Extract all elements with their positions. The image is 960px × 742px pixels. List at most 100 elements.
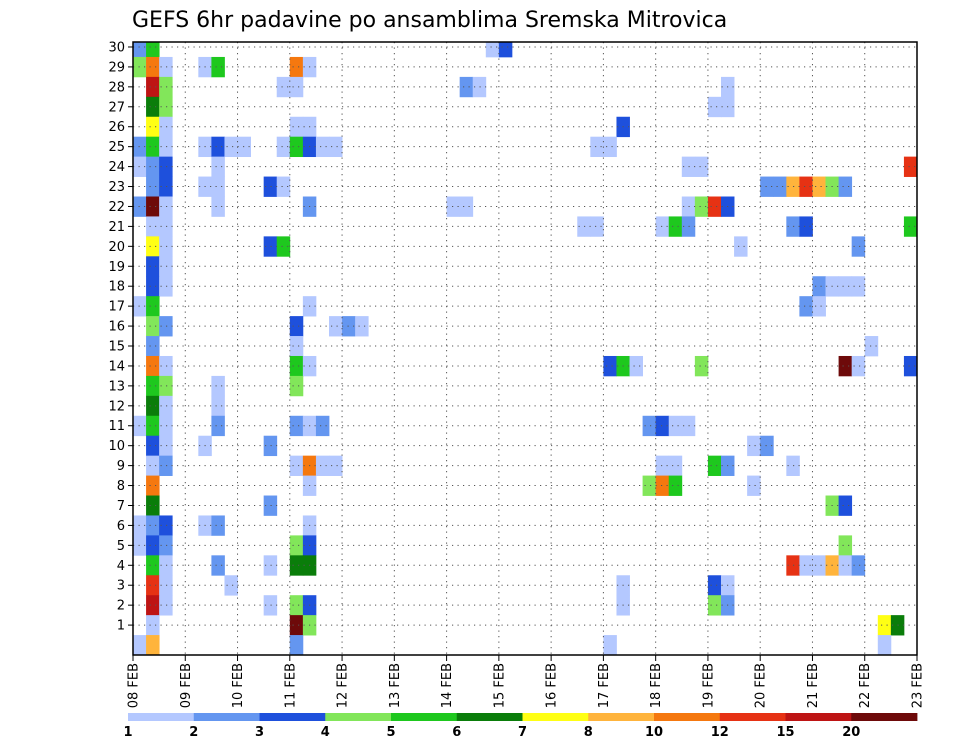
heatmap-cell: [707, 595, 722, 616]
y-tick-label: 23: [108, 180, 125, 195]
heatmap-cell: [159, 276, 173, 297]
heatmap-cell: [851, 355, 866, 377]
y-tick-label: 27: [108, 100, 125, 115]
y-tick-label: 12: [108, 399, 125, 414]
heatmap-cell: [851, 276, 866, 297]
heatmap-cell: [276, 76, 291, 98]
x-tick-label: 18 FEB: [649, 663, 664, 708]
heatmap-cell: [146, 495, 160, 516]
x-tick-label: 10 FEB: [231, 663, 246, 708]
heatmap-cell: [629, 355, 643, 377]
heatmap-cell: [211, 555, 225, 576]
legend-swatch: [719, 713, 786, 721]
heatmap-cell: [146, 336, 160, 357]
heatmap-cell: [146, 156, 160, 177]
heatmap-cell: [159, 535, 173, 556]
heatmap-cell: [838, 176, 853, 197]
heatmap-cell: [315, 455, 330, 476]
heatmap-cell: [694, 156, 709, 177]
heatmap-cell: [289, 136, 304, 158]
heatmap-cell: [133, 635, 147, 656]
heatmap-cell: [146, 515, 160, 536]
heatmap-cell: [838, 555, 853, 576]
heatmap-cell: [146, 42, 160, 58]
heatmap-cell: [289, 635, 304, 656]
x-tick-label: 09 FEB: [179, 663, 194, 708]
y-tick-label: 30: [108, 40, 125, 55]
y-tick-label: 24: [108, 160, 125, 175]
y-tick-label: 15: [108, 340, 125, 355]
heatmap-cell: [146, 236, 160, 257]
heatmap-cell: [159, 375, 173, 397]
heatmap-cell: [485, 42, 500, 58]
y-tick-label: 17: [108, 300, 125, 315]
legend-label: 7: [518, 725, 527, 740]
heatmap-cell: [276, 236, 291, 257]
heatmap-cell: [498, 42, 513, 58]
heatmap-cell: [146, 316, 160, 337]
y-tick-label: 25: [108, 140, 125, 155]
heatmap-cell: [838, 276, 853, 297]
heatmap-cell: [146, 375, 160, 397]
heatmap-cell: [263, 176, 278, 197]
heatmap-cell: [146, 575, 160, 596]
heatmap-cell: [459, 196, 474, 217]
heatmap-cell: [838, 495, 853, 516]
heatmap-cell: [707, 575, 722, 596]
legend-label: 6: [452, 725, 461, 740]
heatmap-cell: [146, 355, 160, 377]
y-tick-label: 13: [108, 379, 125, 394]
heatmap-cell: [133, 415, 147, 437]
heatmap-cell: [877, 635, 892, 656]
heatmap-cell: [289, 116, 304, 138]
legend-label: 8: [584, 725, 593, 740]
x-tick-label: 21 FEB: [806, 663, 821, 708]
heatmap-cell: [224, 136, 238, 158]
heatmap-cell: [211, 176, 225, 197]
heatmap-cell: [838, 535, 853, 556]
heatmap-cell: [263, 435, 278, 457]
heatmap-cell: [603, 136, 617, 158]
y-tick-label: 7: [117, 499, 125, 514]
heatmap-cell: [812, 176, 826, 197]
heatmap-cell: [146, 196, 160, 217]
x-tick-label: 11 FEB: [283, 663, 298, 708]
y-tick-label: 6: [117, 519, 125, 534]
heatmap-cell: [146, 615, 160, 636]
heatmap-cell: [263, 555, 278, 576]
chart-title: GEFS 6hr padavine po ansamblima Sremska …: [132, 8, 727, 33]
heatmap-cell: [276, 136, 291, 158]
heatmap-cell: [146, 56, 160, 78]
legend-label: 20: [842, 725, 860, 740]
heatmap-cell: [133, 56, 147, 78]
legend-swatch: [654, 713, 721, 721]
y-tick-label: 16: [108, 320, 125, 335]
x-tick-label: 13 FEB: [388, 663, 403, 708]
heatmap-cell: [159, 96, 173, 118]
heatmap-cell: [707, 455, 722, 476]
heatmap-cell: [694, 355, 709, 377]
heatmap-cell: [655, 415, 670, 437]
heatmap-cell: [603, 355, 617, 377]
heatmap-cell: [159, 136, 173, 158]
heatmap-cell: [329, 455, 343, 476]
heatmap-cell: [146, 216, 160, 237]
heatmap-cell: [211, 136, 225, 158]
heatmap-cell: [812, 555, 826, 576]
heatmap-cell: [133, 136, 147, 158]
heatmap-cell: [289, 76, 304, 98]
heatmap-cell: [146, 276, 160, 297]
heatmap-cell: [146, 116, 160, 138]
heatmap-cell: [159, 56, 173, 78]
heatmap-cell: [747, 475, 761, 496]
heatmap-cell: [133, 156, 147, 177]
heatmap-cell: [146, 76, 160, 98]
heatmap-cell: [289, 615, 304, 636]
heatmap-cell: [159, 595, 173, 616]
heatmap-cell: [289, 415, 304, 437]
heatmap-cell: [159, 435, 173, 457]
legend-swatch: [193, 713, 260, 721]
heatmap-cell: [159, 76, 173, 98]
y-tick-label: 21: [108, 220, 125, 235]
